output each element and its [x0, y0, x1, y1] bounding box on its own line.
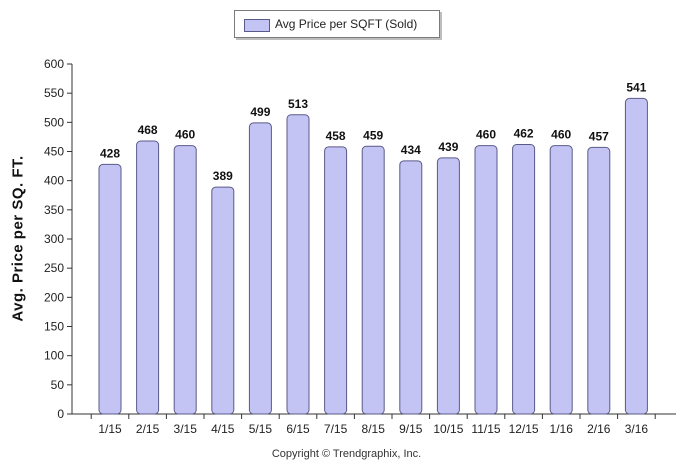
bar	[587, 146, 611, 415]
y-tick-label: 350	[44, 203, 64, 217]
data-label: 460	[476, 128, 496, 142]
y-tick-label: 400	[44, 174, 64, 188]
y-tick-label: 300	[44, 232, 64, 246]
x-tick-label: 1/15	[98, 422, 122, 436]
x-tick-label: 2/16	[587, 422, 611, 436]
bar	[361, 145, 385, 415]
bar	[624, 97, 648, 415]
bar	[512, 144, 536, 415]
x-tick-label: 10/15	[433, 422, 463, 436]
bar	[248, 122, 272, 415]
x-tick-label: 3/15	[174, 422, 198, 436]
x-tick-label: 7/15	[324, 422, 348, 436]
data-label: 462	[514, 127, 534, 141]
x-tick-label: 6/15	[286, 422, 310, 436]
x-tick-label: 9/15	[399, 422, 423, 436]
legend-label: Avg Price per SQFT (Sold)	[275, 17, 418, 31]
y-axis: 0 50 100 150 200 250 300 350 400 450 500 550 600	[44, 57, 73, 421]
x-tick-label: 4/15	[211, 422, 235, 436]
y-tick-label: 550	[44, 86, 64, 100]
y-tick-label: 150	[44, 320, 64, 334]
legend: Avg Price per SQFT (Sold)	[234, 10, 440, 38]
data-label: 468	[138, 123, 158, 137]
data-labels-group: 428 468 460 389 499 513 458 459 434 439 460 462 460 4…	[100, 80, 647, 183]
y-tick-label: 50	[51, 378, 65, 392]
x-tick-label: 11/15	[471, 422, 500, 436]
bar	[436, 157, 460, 415]
bar	[211, 186, 235, 415]
data-label: 428	[100, 146, 120, 160]
data-label: 460	[551, 128, 571, 142]
x-tick-label: 1/16	[550, 422, 574, 436]
data-label: 458	[326, 129, 346, 143]
data-label: 434	[401, 143, 421, 157]
copyright-text: Copyright © Trendgraphix, Inc.	[271, 448, 422, 460]
y-tick-label: 500	[44, 115, 64, 129]
bar	[549, 145, 573, 415]
bar	[136, 140, 160, 415]
y-tick-label: 450	[44, 145, 64, 159]
x-axis: 1/15 2/15 3/15 4/15 5/15 6/15 7/15 8/15 9/15 10/1…	[72, 413, 676, 436]
bar	[324, 146, 348, 415]
data-label: 439	[438, 140, 458, 154]
bars-group	[98, 97, 648, 415]
bar	[399, 160, 423, 415]
y-tick-label: 100	[44, 349, 64, 363]
y-axis-label: Avg. Price per SQ. FT.	[9, 155, 27, 322]
x-tick-label: 12/15	[509, 422, 539, 436]
data-label: 459	[363, 128, 383, 142]
x-tick-label: 5/15	[249, 422, 273, 436]
y-tick-label: 0	[57, 407, 64, 421]
data-label: 457	[589, 129, 609, 143]
y-tick-label: 250	[44, 261, 64, 275]
data-label: 513	[288, 97, 308, 111]
bar	[474, 145, 498, 415]
data-label: 499	[250, 105, 270, 119]
data-label: 541	[626, 80, 646, 94]
data-label: 389	[213, 169, 233, 183]
x-tick-label: 2/15	[136, 422, 160, 436]
x-tick-label: 3/16	[625, 422, 649, 436]
x-tick-label: 8/15	[362, 422, 386, 436]
bar	[173, 145, 197, 415]
y-tick-label: 200	[44, 290, 64, 304]
data-label: 460	[175, 128, 195, 142]
y-tick-label: 600	[44, 57, 64, 71]
bar	[98, 163, 122, 415]
legend-swatch	[244, 19, 270, 32]
bar	[286, 114, 310, 415]
